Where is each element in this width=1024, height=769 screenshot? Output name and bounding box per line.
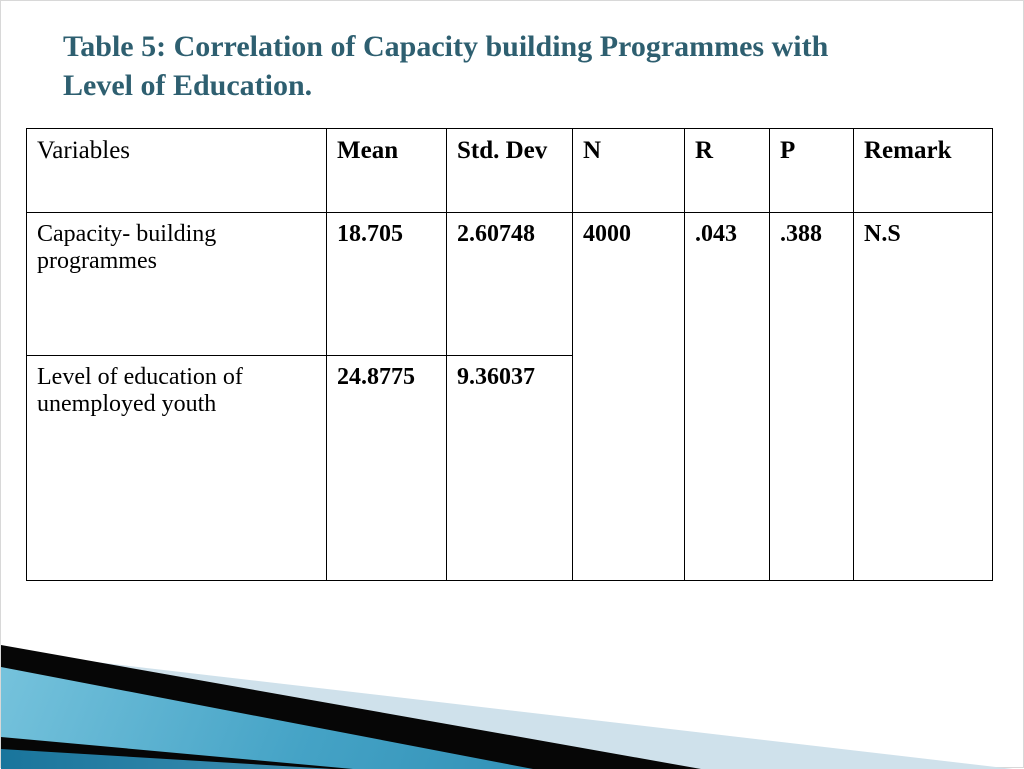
slide-title-line1: Table 5: Correlation of Capacity buildin… — [63, 30, 829, 63]
cell-variable-capacity: Capacity- building programmes — [26, 212, 327, 356]
header-remark: Remark — [853, 128, 993, 213]
correlation-table: Variables Mean Std. Dev N R P Remark Cap… — [26, 128, 993, 581]
cell-r-value: .043 — [684, 212, 770, 581]
cell-mean-education: 24.8775 — [326, 355, 447, 581]
cell-n-value: 4000 — [572, 212, 685, 581]
header-r: R — [684, 128, 770, 213]
cell-stddev-education: 9.36037 — [446, 355, 573, 581]
cell-stddev-capacity: 2.60748 — [446, 212, 573, 356]
header-p: P — [769, 128, 854, 213]
table-header-row: Variables Mean Std. Dev N R P Remark — [26, 128, 993, 213]
cell-mean-capacity: 18.705 — [326, 212, 447, 356]
header-variables: Variables — [26, 128, 327, 213]
table-row-capacity-building: Capacity- building programmes 18.705 2.6… — [26, 212, 993, 581]
header-mean: Mean — [326, 128, 447, 213]
cell-variable-education: Level of education of unemployed youth — [26, 355, 327, 581]
header-std-dev: Std. Dev — [446, 128, 573, 213]
cell-p-value: .388 — [769, 212, 854, 581]
cell-remark-value: N.S — [853, 212, 993, 581]
header-n: N — [572, 128, 685, 213]
slide-title: Table 5: Correlation of Capacity buildin… — [63, 27, 993, 105]
slide-title-line2: Level of Education. — [63, 69, 313, 102]
table-row-level-of-education: Level of education of unemployed youth 2… — [26, 355, 993, 581]
